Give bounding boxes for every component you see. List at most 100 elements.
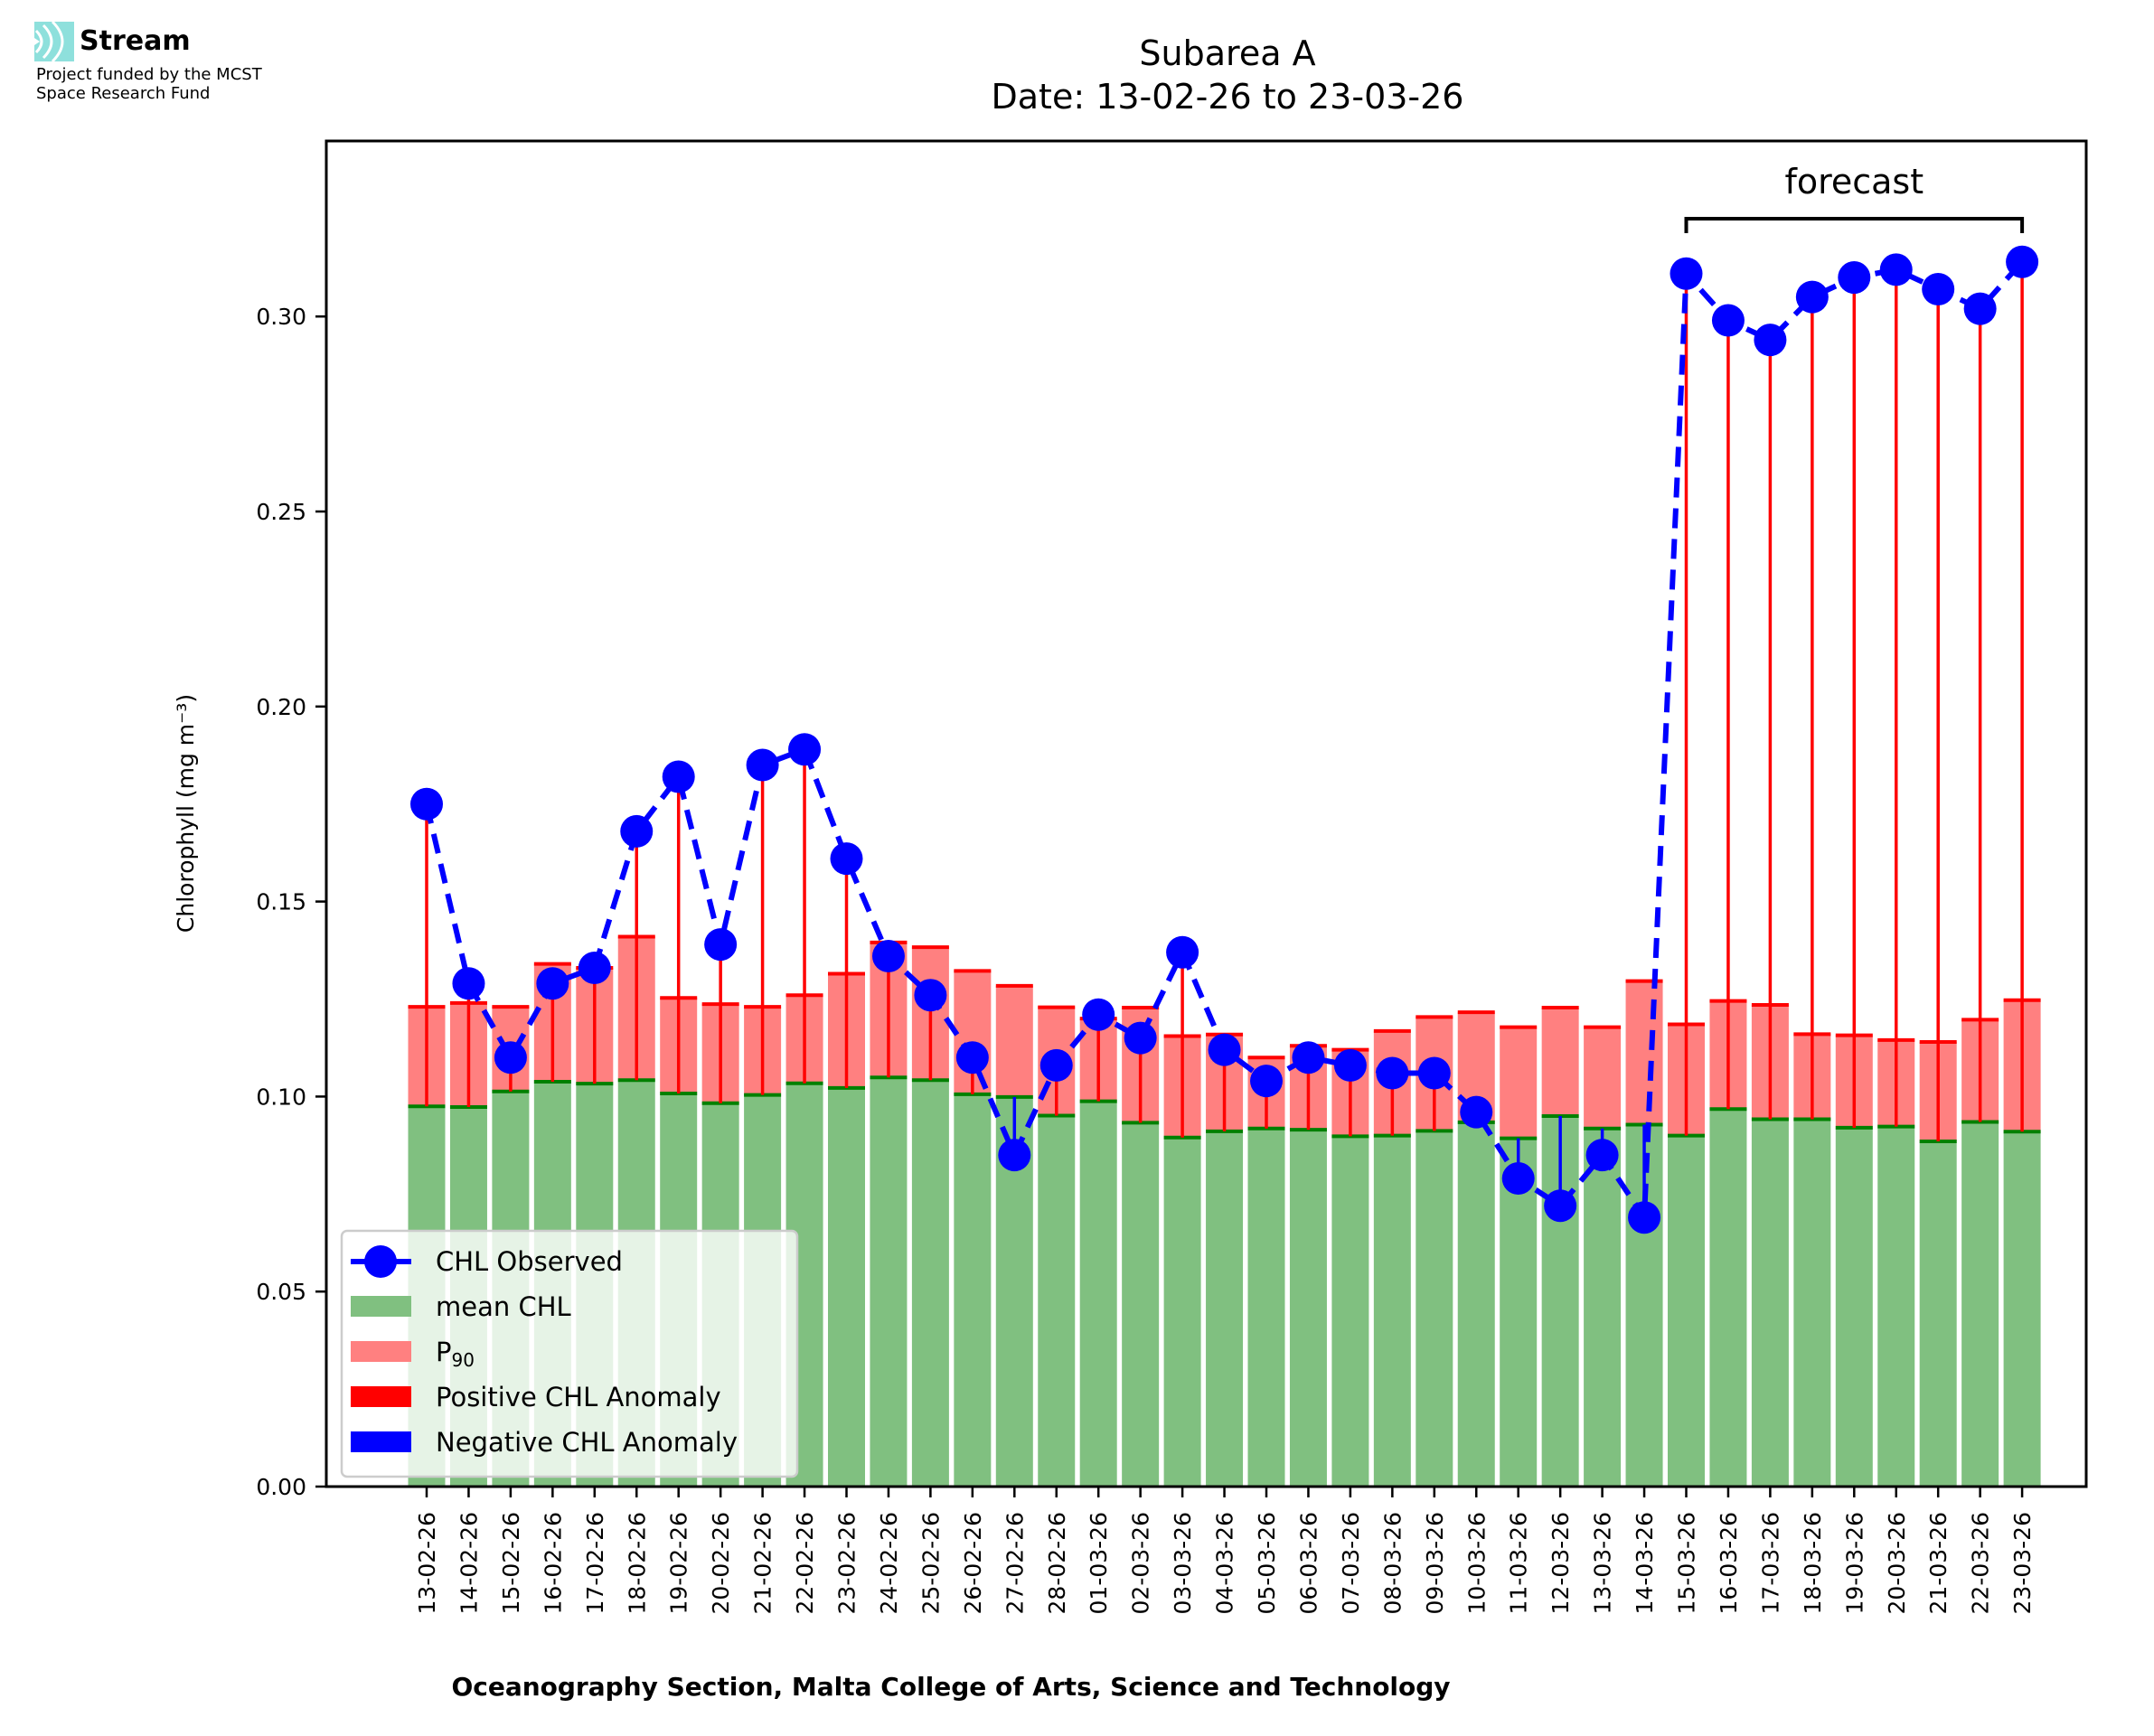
observed-point bbox=[1082, 998, 1115, 1031]
y-tick-label: 0.30 bbox=[256, 304, 306, 330]
x-tick-label: 26-02-26 bbox=[960, 1512, 986, 1614]
y-tick-label: 0.10 bbox=[256, 1084, 306, 1110]
observed-point bbox=[1922, 273, 1955, 306]
legend-label: Positive CHL Anomaly bbox=[436, 1382, 721, 1412]
mean-bar bbox=[1919, 1141, 1957, 1487]
legend-frame bbox=[340, 1229, 799, 1478]
observed-point bbox=[1460, 1095, 1493, 1129]
chart-subtitle: Date: 13-02-26 to 23-03-26 bbox=[992, 77, 1464, 117]
x-tick-label: 23-02-26 bbox=[834, 1512, 861, 1614]
x-tick-label: 09-03-26 bbox=[1422, 1512, 1448, 1614]
observed-point bbox=[1501, 1162, 1535, 1196]
observed-point bbox=[2006, 245, 2039, 278]
x-tick-label: 22-03-26 bbox=[1968, 1512, 1994, 1614]
observed-point bbox=[1544, 1189, 1577, 1223]
observed-point bbox=[1417, 1056, 1451, 1090]
mean-bar bbox=[2003, 1131, 2041, 1487]
funding-line-1: Project funded by the MCST bbox=[36, 65, 262, 84]
x-tick-label: 13-03-26 bbox=[1590, 1512, 1616, 1614]
observed-point bbox=[494, 1041, 527, 1074]
mean-bar bbox=[1584, 1128, 1622, 1487]
observed-point bbox=[662, 760, 695, 793]
x-tick-label: 15-02-26 bbox=[498, 1512, 524, 1614]
observed-point bbox=[578, 951, 611, 984]
p90-bar bbox=[1625, 981, 1663, 1125]
mean-bar bbox=[954, 1093, 992, 1487]
mean-bar bbox=[1500, 1138, 1538, 1487]
x-tick-label: 14-03-26 bbox=[1632, 1512, 1658, 1614]
x-tick-label: 06-03-26 bbox=[1295, 1512, 1322, 1614]
mean-bar bbox=[1877, 1126, 1915, 1487]
observed-point bbox=[1628, 1201, 1661, 1234]
mean-bar bbox=[1163, 1137, 1201, 1487]
mean-bar bbox=[1331, 1136, 1369, 1487]
x-tick-label: 12-03-26 bbox=[1547, 1512, 1574, 1614]
p90-bar bbox=[1541, 1008, 1579, 1116]
y-tick-label: 0.00 bbox=[256, 1474, 306, 1500]
mean-bar bbox=[1122, 1122, 1160, 1487]
observed-point bbox=[1754, 324, 1787, 357]
x-tick-label: 01-03-26 bbox=[1086, 1512, 1112, 1614]
mean-bar bbox=[870, 1077, 908, 1487]
funding-line-2: Space Research Fund bbox=[36, 84, 211, 103]
brand-name: Stream bbox=[80, 25, 191, 57]
funding-note: Project funded by the MCST Space Researc… bbox=[36, 65, 262, 103]
x-tick-label: 02-03-26 bbox=[1128, 1512, 1154, 1614]
observed-point bbox=[914, 979, 947, 1012]
mean-bar bbox=[1206, 1131, 1244, 1487]
observed-point bbox=[871, 940, 905, 973]
observed-point bbox=[1166, 935, 1199, 969]
x-tick-label: 17-02-26 bbox=[582, 1512, 608, 1614]
x-tick-label: 16-03-26 bbox=[1716, 1512, 1742, 1614]
x-tick-label: 20-03-26 bbox=[1884, 1512, 1910, 1614]
chart-title: Subarea A bbox=[1139, 33, 1315, 73]
mean-bar bbox=[1038, 1115, 1076, 1487]
x-tick-label: 14-02-26 bbox=[456, 1512, 482, 1614]
mean-bar bbox=[1457, 1121, 1495, 1487]
observed-point bbox=[410, 787, 443, 821]
x-tick-label: 05-03-26 bbox=[1254, 1512, 1280, 1614]
x-tick-label: 19-02-26 bbox=[666, 1512, 692, 1614]
stream-logo: Stream Project funded by the MCST Space … bbox=[34, 20, 262, 103]
mean-bar bbox=[1793, 1119, 1831, 1487]
observed-point bbox=[1963, 292, 1997, 325]
x-tick-label: 23-03-26 bbox=[2009, 1512, 2036, 1614]
mean-bar bbox=[1835, 1127, 1873, 1487]
x-tick-label: 27-02-26 bbox=[1002, 1512, 1028, 1614]
x-tick-label: 20-02-26 bbox=[708, 1512, 734, 1614]
legend-swatch-icon bbox=[351, 1386, 411, 1407]
y-axis-label: Chlorophyll (mg m⁻³) bbox=[173, 694, 199, 933]
x-tick-label: 24-02-26 bbox=[876, 1512, 902, 1614]
stream-wave-icon bbox=[34, 20, 74, 63]
p90-bar bbox=[995, 985, 1033, 1097]
observed-point bbox=[1585, 1139, 1619, 1172]
mean-bar bbox=[828, 1087, 865, 1487]
mean-bar bbox=[1668, 1135, 1705, 1487]
mean-bar bbox=[1709, 1109, 1747, 1487]
x-tick-label: 18-03-26 bbox=[1800, 1512, 1826, 1614]
y-tick-label: 0.05 bbox=[256, 1279, 306, 1305]
forecast-bracket bbox=[1684, 217, 2025, 233]
x-tick-label: 18-02-26 bbox=[624, 1512, 650, 1614]
legend-swatch-icon bbox=[351, 1341, 411, 1362]
mean-bar bbox=[1373, 1135, 1411, 1487]
forecast-annotation: forecast bbox=[1684, 162, 2025, 233]
observed-point bbox=[1039, 1048, 1073, 1082]
x-tick-label: 10-03-26 bbox=[1463, 1512, 1490, 1614]
observed-point bbox=[1795, 280, 1829, 314]
x-tick-label: 21-03-26 bbox=[1925, 1512, 1952, 1614]
legend-label: mean CHL bbox=[436, 1291, 571, 1322]
x-tick-label: 25-02-26 bbox=[917, 1512, 944, 1614]
x-tick-label: 21-02-26 bbox=[750, 1512, 776, 1614]
p90-bar bbox=[1500, 1027, 1538, 1139]
observed-point bbox=[1208, 1033, 1241, 1066]
x-tick-label: 11-03-26 bbox=[1506, 1512, 1532, 1614]
observed-point bbox=[704, 928, 738, 962]
observed-point bbox=[536, 967, 569, 1000]
observed-point bbox=[746, 748, 779, 782]
legend-label-subscript: 90 bbox=[452, 1349, 475, 1371]
p90-bar bbox=[1584, 1027, 1622, 1129]
x-tick-label: 13-02-26 bbox=[414, 1512, 440, 1614]
observed-point bbox=[998, 1139, 1031, 1172]
